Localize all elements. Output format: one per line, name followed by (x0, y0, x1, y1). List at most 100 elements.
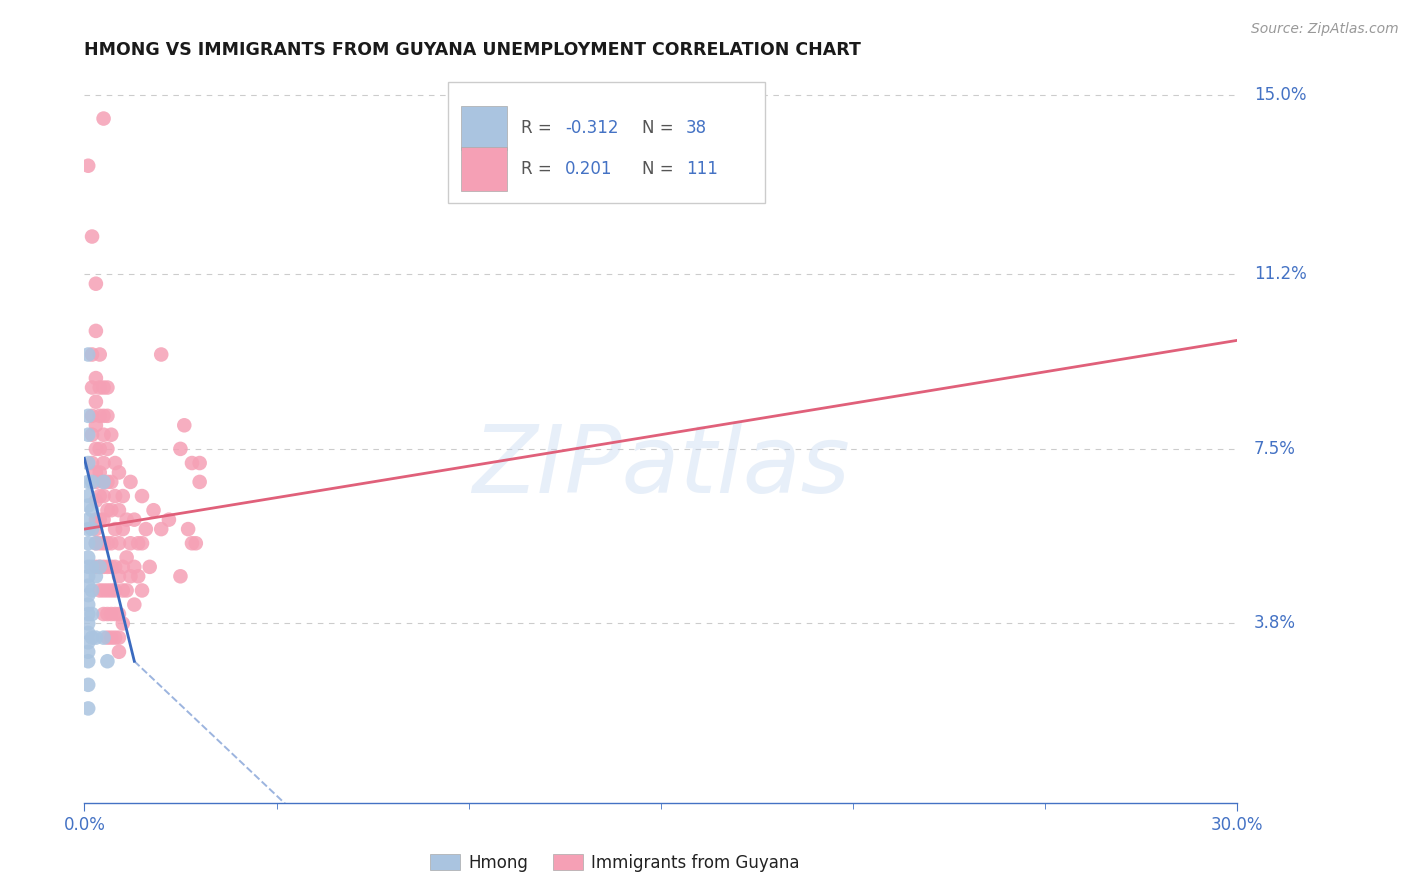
Point (111, 583, 134, 598)
Point (96, 409, 118, 423)
Point (93, 475, 115, 489)
Point (80, 229, 103, 244)
Point (93, 631, 115, 645)
Point (77, 536, 100, 550)
Point (80, 475, 103, 489)
Point (77, 579, 100, 593)
Point (96, 536, 118, 550)
Point (89, 583, 111, 598)
Point (80, 559, 103, 574)
Text: 11.2%: 11.2% (1254, 265, 1306, 284)
Point (93, 409, 115, 423)
Point (104, 559, 127, 574)
Point (89, 409, 111, 423)
Point (120, 569, 142, 583)
Point (84, 536, 107, 550)
Point (93, 489, 115, 503)
Point (96, 607, 118, 621)
Point (142, 503, 165, 517)
Text: N =: N = (643, 120, 679, 137)
Point (177, 522, 200, 536)
Point (124, 559, 146, 574)
Point (89, 347, 111, 361)
Point (80, 347, 103, 361)
Point (104, 631, 127, 645)
Point (104, 522, 127, 536)
Point (80, 456, 103, 470)
Point (77, 701, 100, 715)
Point (77, 409, 100, 423)
Point (77, 499, 100, 513)
Point (89, 442, 111, 456)
Point (115, 550, 138, 565)
Text: Source: ZipAtlas.com: Source: ZipAtlas.com (1251, 22, 1399, 37)
Point (77, 456, 100, 470)
Point (188, 475, 211, 489)
Text: ZIPatlas: ZIPatlas (472, 421, 849, 512)
Point (84, 324, 107, 338)
Point (120, 536, 142, 550)
Point (131, 536, 153, 550)
Point (93, 559, 115, 574)
Point (80, 607, 103, 621)
Point (115, 583, 138, 598)
Point (181, 536, 204, 550)
Point (104, 583, 127, 598)
Point (89, 513, 111, 527)
Point (124, 513, 146, 527)
Point (77, 645, 100, 659)
Text: 38: 38 (686, 120, 707, 137)
Point (124, 598, 146, 612)
Point (77, 635, 100, 649)
Point (181, 456, 204, 470)
Point (157, 513, 180, 527)
Point (188, 456, 211, 470)
FancyBboxPatch shape (461, 147, 508, 191)
Point (108, 607, 131, 621)
Point (84, 442, 107, 456)
Point (138, 559, 160, 574)
Point (77, 522, 100, 536)
Point (169, 442, 191, 456)
Point (100, 631, 122, 645)
Point (104, 456, 127, 470)
Point (111, 559, 134, 574)
Point (84, 536, 107, 550)
Point (150, 522, 173, 536)
Point (96, 559, 118, 574)
Point (89, 536, 111, 550)
Point (77, 347, 100, 361)
Point (89, 489, 111, 503)
Point (84, 569, 107, 583)
Text: R =: R = (522, 161, 562, 178)
Point (84, 277, 107, 291)
Point (108, 536, 131, 550)
Point (80, 380, 103, 394)
Point (77, 678, 100, 692)
Point (77, 598, 100, 612)
Point (84, 631, 107, 645)
Point (96, 654, 118, 668)
Point (80, 503, 103, 517)
Point (100, 559, 122, 574)
Point (84, 418, 107, 433)
Point (77, 427, 100, 442)
Point (184, 536, 207, 550)
Point (84, 513, 107, 527)
Point (108, 569, 131, 583)
Legend: Hmong, Immigrants from Guyana: Hmong, Immigrants from Guyana (423, 847, 807, 879)
Point (77, 654, 100, 668)
Point (77, 550, 100, 565)
Point (100, 503, 122, 517)
Point (77, 569, 100, 583)
Point (89, 466, 111, 480)
Point (84, 475, 107, 489)
Point (84, 493, 107, 508)
Point (77, 559, 100, 574)
Point (89, 559, 111, 574)
Point (108, 631, 131, 645)
Point (96, 503, 118, 517)
Point (93, 536, 115, 550)
Point (93, 380, 115, 394)
Point (100, 475, 122, 489)
